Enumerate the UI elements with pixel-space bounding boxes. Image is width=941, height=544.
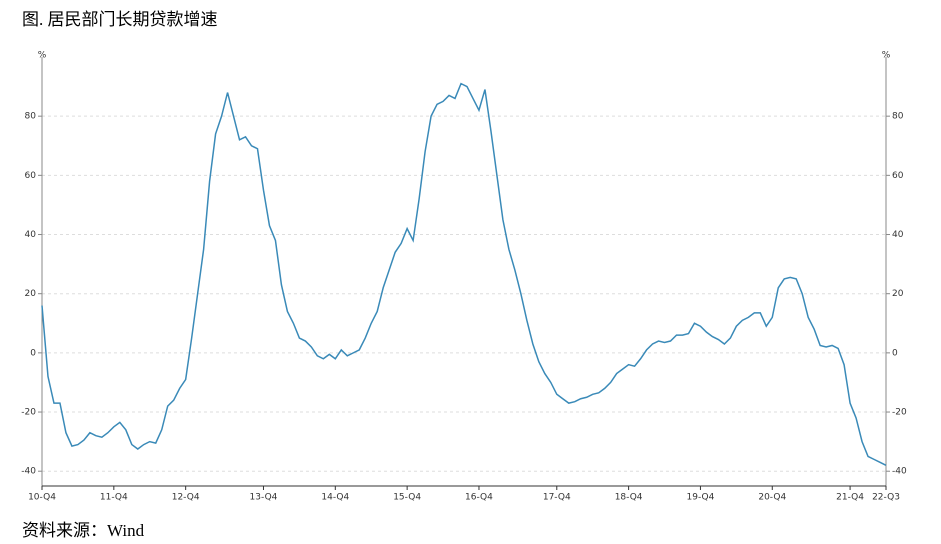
y2-tick-label: 80 [892,112,904,122]
x-tick-label: 18-Q4 [615,493,643,503]
y-unit: % [38,51,47,61]
y-tick-label: 0 [30,348,36,358]
x-tick-label: 21-Q4 [836,493,864,503]
line [41,82,887,466]
y2-tick-label: -40 [892,467,907,477]
x-tick-label: 19-Q4 [687,493,715,503]
y-tick-label: 60 [25,171,37,181]
x-tick-label: 16-Q4 [465,493,493,503]
y2-tick-label: 0 [892,348,898,358]
source: 资料来源：Wind [22,521,145,540]
y-tick-label: 20 [25,289,37,299]
y2-tick-label: 40 [892,230,904,240]
x-tick-label: 20-Q4 [758,493,786,503]
x-tick-label: 17-Q4 [543,493,571,503]
x-tick-label: 10-Q4 [28,493,56,503]
x-tick-label: 12-Q4 [172,493,200,503]
y2-tick-label: 20 [892,289,904,299]
x-tick-label: 13-Q4 [250,493,278,503]
chart-title: 图. 居民部门长期贷款增速 [22,10,218,29]
y-tick-label: 40 [25,230,37,240]
y-tick-label: -40 [21,467,36,477]
y-tick-label: 80 [25,112,37,122]
y-tick-label: -20 [21,408,36,418]
x-tick-label: 22-Q3 [872,493,900,503]
y2-tick-label: 60 [892,171,904,181]
x-tick-label: 11-Q4 [100,493,128,503]
y2-tick-label: -20 [892,408,907,418]
x-tick-label: 14-Q4 [321,493,349,503]
x-tick-label: 15-Q4 [393,493,421,503]
y2-unit: % [882,51,891,61]
